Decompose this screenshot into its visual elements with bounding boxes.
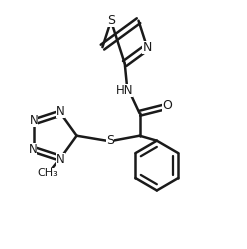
Text: O: O (162, 99, 172, 112)
Text: S: S (106, 134, 114, 147)
Text: N: N (56, 106, 65, 119)
Text: N: N (28, 143, 37, 156)
Text: N: N (30, 114, 39, 127)
Text: HN: HN (116, 84, 133, 97)
Text: S: S (107, 14, 115, 27)
Text: N: N (56, 153, 65, 166)
Text: CH₃: CH₃ (38, 168, 58, 178)
Text: N: N (142, 41, 152, 54)
